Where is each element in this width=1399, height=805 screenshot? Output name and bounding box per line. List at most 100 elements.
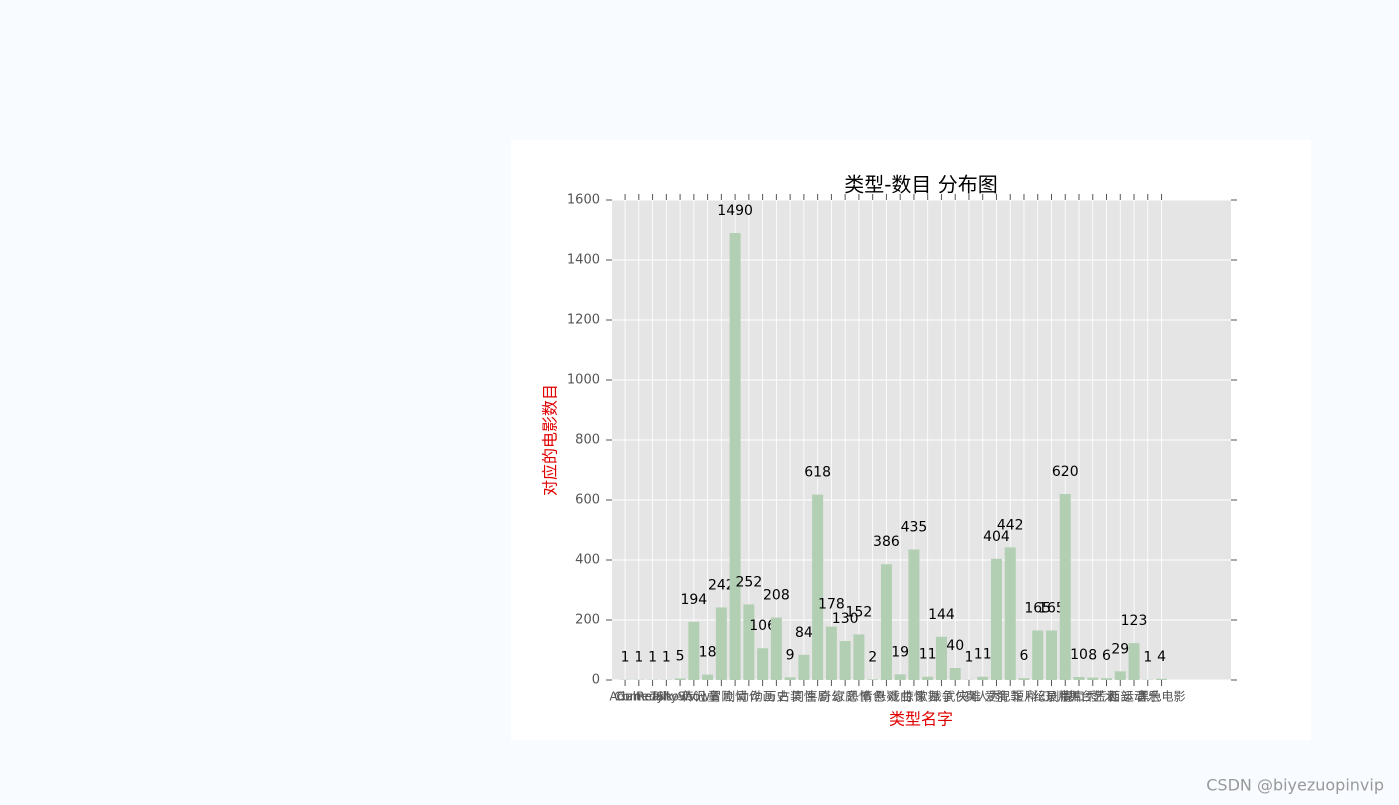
data-label: 194 — [680, 592, 707, 608]
data-label: 1 — [1143, 650, 1152, 666]
data-label: 11 — [974, 647, 992, 663]
x-tick-label: 传记 — [682, 689, 706, 704]
data-label: 442 — [997, 517, 1024, 533]
x-tick-label: 奇幻 — [819, 690, 843, 704]
data-label: 1 — [964, 650, 973, 666]
bar — [1156, 678, 1168, 680]
data-label: 1 — [634, 650, 643, 666]
x-tick-label: 犯罪 — [998, 690, 1022, 704]
x-tick-label: 剧情 — [723, 690, 747, 704]
x-tick-label: 情色 — [861, 690, 885, 704]
data-label: 18 — [699, 645, 717, 661]
x-tick-label: 歌舞 — [916, 689, 940, 704]
data-label: 165 — [1038, 601, 1065, 617]
chart-title: 类型-数目 分布图 — [844, 173, 998, 197]
bar — [1004, 547, 1016, 680]
data-label: 242 — [708, 577, 735, 593]
y-tick-label: 1600 — [567, 193, 600, 208]
bar — [1032, 630, 1044, 680]
data-label: 106 — [749, 618, 776, 634]
data-label: 165 — [1024, 601, 1051, 617]
data-label: 1490 — [717, 203, 753, 219]
data-label: 618 — [804, 465, 831, 481]
y-tick-label: 1200 — [567, 313, 600, 328]
bar — [757, 648, 769, 680]
x-tick-label: 脱口秀 — [1061, 689, 1097, 704]
bar — [935, 636, 947, 680]
bar — [880, 564, 892, 680]
x-tick-label: 灾难 — [957, 689, 981, 704]
bar — [798, 654, 810, 680]
x-tick-label: 纪录片 — [1033, 690, 1069, 704]
x-tick-label: 历史 — [764, 690, 788, 704]
x-tick-label: 短片 — [1012, 690, 1036, 704]
data-label: 9 — [786, 647, 795, 663]
x-tick-label: 西部 — [1108, 689, 1132, 704]
data-label: 29 — [1111, 641, 1129, 657]
x-tick-label: Comedy — [614, 690, 664, 704]
bar — [688, 621, 700, 680]
x-tick-label: 古装 — [778, 689, 802, 704]
x-tick-label: Adult — [609, 690, 641, 704]
data-label: 6 — [1102, 648, 1111, 664]
bar — [853, 634, 865, 680]
bar — [1114, 671, 1126, 680]
data-label: 11 — [919, 647, 937, 663]
x-tick-label: 武侠 — [943, 690, 967, 704]
data-label: 152 — [846, 604, 873, 620]
x-tick-label: 悬疑 — [874, 689, 898, 704]
x-tick-label: 科幻 — [1026, 690, 1050, 704]
bar — [867, 679, 879, 680]
data-label: 40 — [946, 638, 964, 654]
bar — [770, 617, 782, 680]
data-label: 1 — [621, 650, 630, 666]
data-label: 435 — [901, 520, 928, 536]
data-label: 123 — [1121, 613, 1148, 629]
x-axis-label: 类型名字 — [889, 710, 953, 729]
x-tick-label: 荒诞 — [1095, 690, 1119, 704]
data-label: 6 — [1020, 648, 1029, 664]
bar — [990, 558, 1002, 680]
bar — [977, 676, 989, 680]
x-tick-label: 运动 — [1122, 690, 1146, 704]
y-tick-label: 600 — [575, 493, 600, 508]
y-axis-label: 对应的电影数目 — [541, 384, 560, 496]
bar — [1045, 630, 1057, 680]
bar — [825, 626, 837, 680]
bar — [1101, 678, 1113, 680]
data-label: 178 — [818, 597, 845, 613]
bar — [839, 641, 851, 680]
data-label: 2 — [868, 649, 877, 665]
x-tick-label: 儿童 — [696, 689, 720, 704]
data-label: 84 — [795, 625, 813, 641]
bar — [908, 549, 920, 680]
x-tick-label: 同性 — [792, 690, 816, 704]
data-label: 208 — [763, 588, 790, 604]
x-tick-label: 真人秀 — [965, 690, 1001, 704]
y-tick-label: 1400 — [567, 253, 600, 268]
bar — [812, 494, 824, 680]
data-label: 130 — [832, 611, 859, 627]
x-tick-label: 战争 — [929, 690, 953, 704]
data-label: 10 — [1070, 647, 1088, 663]
x-tick-label: 恐怖 — [847, 689, 871, 704]
data-label: 4 — [1157, 649, 1166, 665]
bar — [784, 677, 796, 680]
bar — [1128, 643, 1140, 680]
bar — [1059, 494, 1071, 680]
bar — [1073, 677, 1085, 680]
data-label: 144 — [928, 607, 955, 623]
data-label: 1 — [648, 650, 657, 666]
y-tick-label: 400 — [575, 553, 600, 568]
y-tick-label: 0 — [592, 673, 600, 688]
bar — [949, 668, 961, 680]
x-tick-label: 冒险 — [709, 689, 733, 704]
data-label: 404 — [983, 529, 1010, 545]
bar — [894, 674, 906, 680]
bar — [1018, 678, 1030, 680]
x-tick-label: Game-Show — [616, 690, 689, 704]
x-tick-label: 喜剧 — [806, 690, 830, 704]
x-tick-label: 家庭 — [833, 689, 857, 704]
bar — [922, 676, 934, 680]
